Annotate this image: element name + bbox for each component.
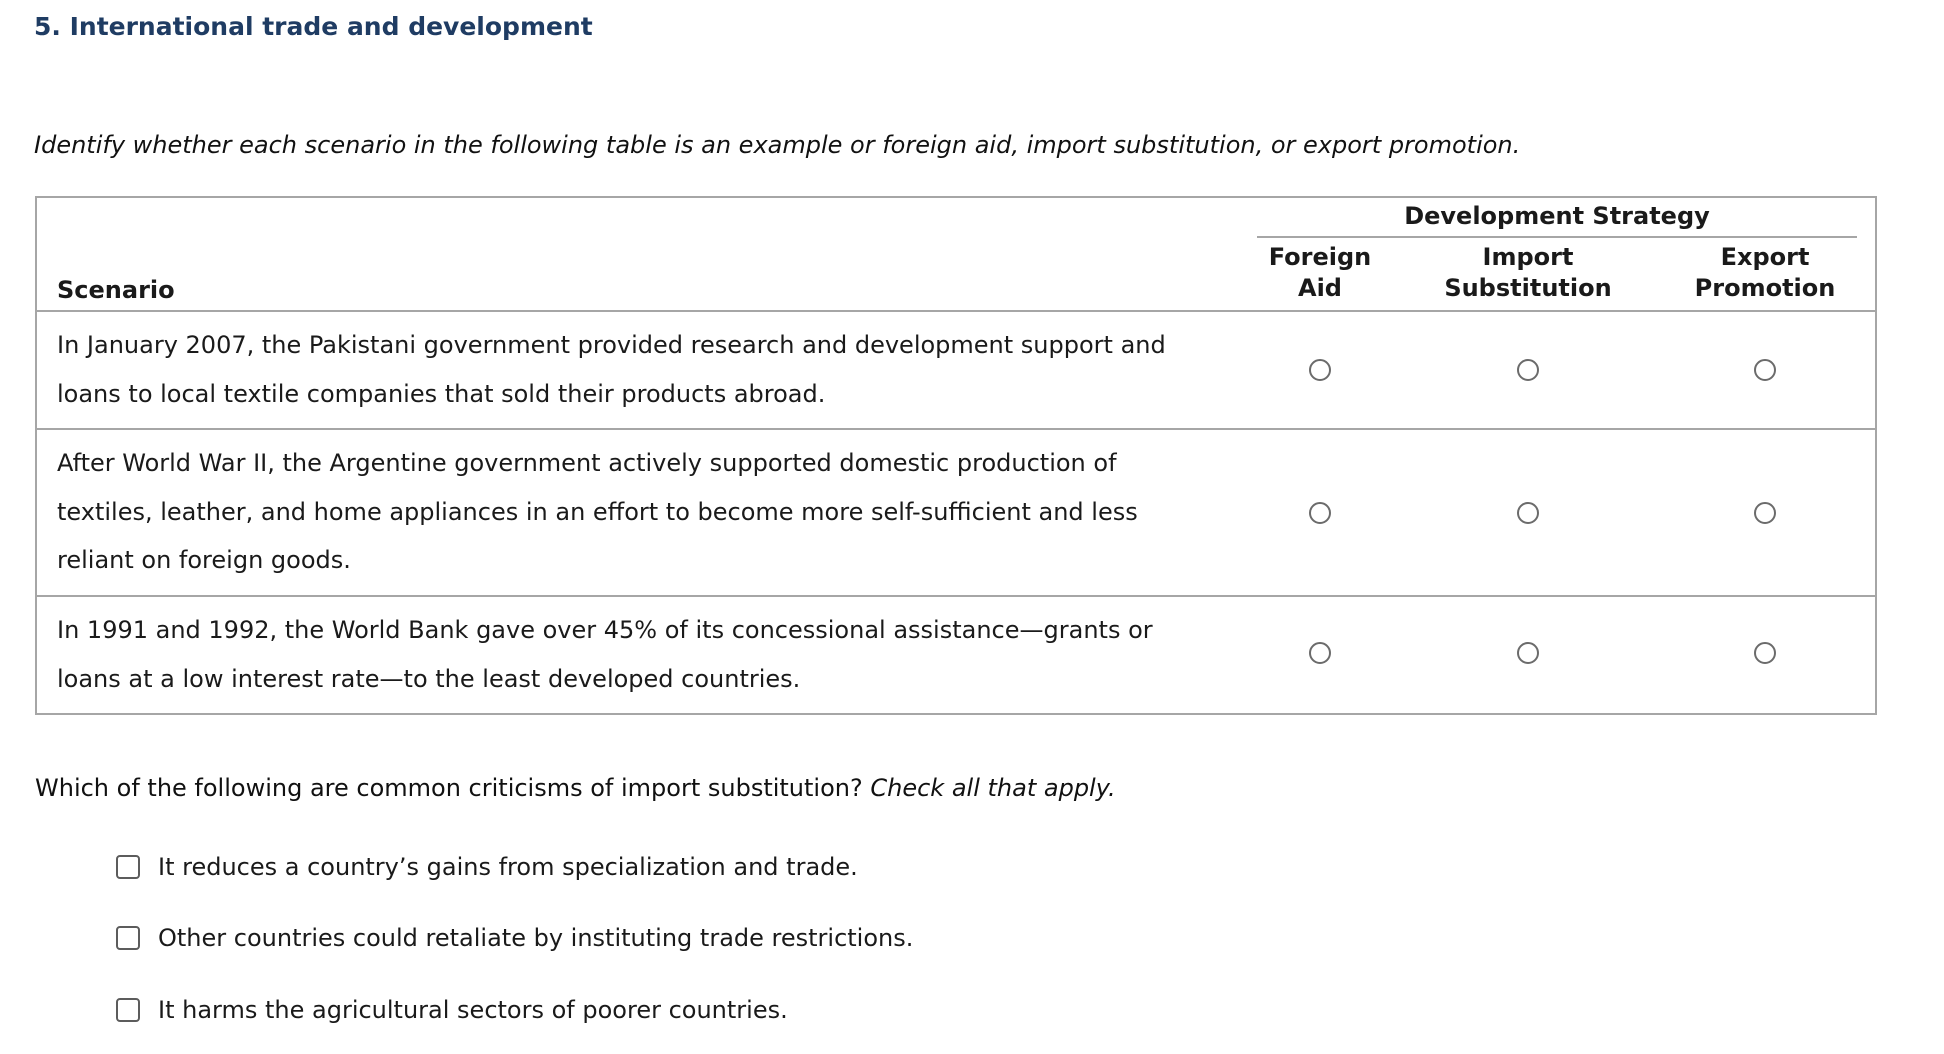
scenario-text: In 1991 and 1992, the World Bank gave ov… bbox=[57, 616, 1153, 693]
scenario-table: Scenario Development Strategy Foreign Ai… bbox=[35, 196, 1877, 715]
option-label: It reduces a country’s gains from specia… bbox=[158, 853, 858, 881]
radio-foreign-aid[interactable] bbox=[1309, 642, 1331, 664]
column-header-line: Export bbox=[1720, 243, 1810, 271]
foreign-aid-column-header: Foreign Aid bbox=[1210, 242, 1430, 304]
scenario-text: In January 2007, the Pakistani governmen… bbox=[57, 331, 1166, 408]
radio-import-substitution[interactable] bbox=[1517, 359, 1539, 381]
export-promotion-column-header: Export Promotion bbox=[1655, 242, 1875, 304]
checkbox[interactable] bbox=[116, 926, 140, 950]
radio-export-promotion[interactable] bbox=[1754, 359, 1776, 381]
checkbox[interactable] bbox=[116, 998, 140, 1022]
radio-foreign-aid[interactable] bbox=[1309, 359, 1331, 381]
radio-export-promotion[interactable] bbox=[1754, 502, 1776, 524]
radio-foreign-aid[interactable] bbox=[1309, 502, 1331, 524]
table-row: In January 2007, the Pakistani governmen… bbox=[37, 312, 1875, 430]
question-prompt: Which of the following are common critic… bbox=[35, 774, 863, 802]
column-header-line: Substitution bbox=[1444, 274, 1612, 302]
option-gains-from-specialization[interactable]: It reduces a country’s gains from specia… bbox=[116, 852, 858, 882]
page-title: 5. International trade and development bbox=[34, 12, 593, 41]
table-row: After World War II, the Argentine govern… bbox=[37, 430, 1875, 597]
radio-import-substitution[interactable] bbox=[1517, 642, 1539, 664]
column-header-line: Import bbox=[1482, 243, 1574, 271]
radio-import-substitution[interactable] bbox=[1517, 502, 1539, 524]
question-hint: Check all that apply. bbox=[870, 774, 1116, 802]
import-substitution-column-header: Import Substitution bbox=[1418, 242, 1638, 304]
column-header-line: Promotion bbox=[1694, 274, 1836, 302]
checkbox[interactable] bbox=[116, 855, 140, 879]
option-agricultural-sectors[interactable]: It harms the agricultural sectors of poo… bbox=[116, 995, 788, 1025]
option-label: It harms the agricultural sectors of poo… bbox=[158, 996, 788, 1024]
column-header-line: Aid bbox=[1298, 274, 1342, 302]
table-header: Scenario Development Strategy Foreign Ai… bbox=[37, 198, 1875, 312]
column-header-line: Foreign bbox=[1268, 243, 1372, 271]
instructions-text: Identify whether each scenario in the fo… bbox=[34, 131, 1521, 159]
scenario-text: After World War II, the Argentine govern… bbox=[57, 449, 1138, 574]
radio-export-promotion[interactable] bbox=[1754, 642, 1776, 664]
development-strategy-header: Development Strategy bbox=[1257, 202, 1857, 238]
option-retaliation[interactable]: Other countries could retaliate by insti… bbox=[116, 923, 913, 953]
question-text: Which of the following are common critic… bbox=[35, 774, 1116, 802]
scenario-column-header: Scenario bbox=[57, 276, 175, 304]
table-row: In 1991 and 1992, the World Bank gave ov… bbox=[37, 597, 1875, 713]
option-label: Other countries could retaliate by insti… bbox=[158, 924, 914, 952]
